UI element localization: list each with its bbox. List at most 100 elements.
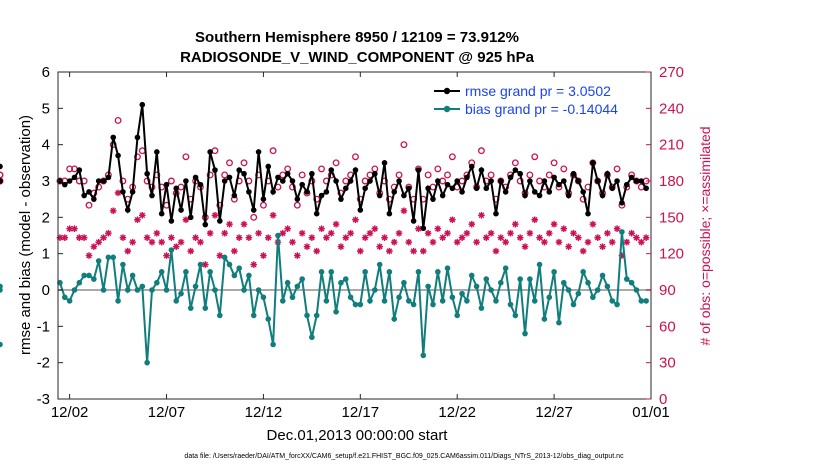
bias-point bbox=[493, 298, 499, 304]
rmse-point bbox=[570, 170, 577, 177]
y2-tick-label: 210 bbox=[659, 137, 684, 154]
obs-assimilated-marker bbox=[255, 229, 262, 237]
obs-assimilated-marker bbox=[439, 234, 446, 241]
x-tick-label: 12/02 bbox=[51, 404, 89, 421]
obs-assimilated-marker bbox=[289, 238, 296, 246]
obs-assimilated-marker bbox=[541, 238, 548, 246]
obs-possible-marker bbox=[400, 141, 408, 149]
rmse-point bbox=[178, 207, 184, 213]
bias-point bbox=[255, 287, 262, 293]
rmse-point bbox=[464, 174, 470, 181]
rmse-point bbox=[86, 189, 92, 195]
obs-possible-marker bbox=[66, 165, 74, 173]
bias-point bbox=[284, 279, 291, 286]
obs-assimilated-marker bbox=[386, 247, 393, 255]
bias-point bbox=[154, 279, 160, 286]
obs-assimilated-marker bbox=[478, 211, 485, 219]
y2-tick-label: 120 bbox=[659, 246, 684, 263]
bias-point bbox=[546, 294, 553, 301]
bias-point bbox=[202, 305, 209, 311]
obs-possible-marker bbox=[221, 171, 229, 179]
obs-assimilated-marker bbox=[206, 229, 214, 237]
obs-assimilated-marker bbox=[138, 211, 146, 219]
obs-assimilated-marker bbox=[172, 243, 180, 250]
obs-assimilated-marker bbox=[327, 229, 335, 237]
bias-point bbox=[609, 298, 616, 304]
obs-assimilated-marker bbox=[502, 238, 509, 246]
obs-possible-marker bbox=[444, 171, 451, 179]
rmse-point bbox=[313, 210, 320, 217]
bias-point bbox=[309, 334, 315, 341]
bias-point bbox=[328, 269, 335, 275]
obs-assimilated-marker bbox=[168, 234, 175, 241]
y-axis-right-label: # of obs: o=possible; ×=assimilated bbox=[697, 126, 713, 345]
rmse-point bbox=[381, 160, 388, 166]
bias-point bbox=[289, 294, 296, 301]
bias-point bbox=[619, 229, 625, 235]
obs-assimilated-marker bbox=[90, 243, 98, 250]
bias-point bbox=[318, 269, 325, 275]
obs-assimilated-marker bbox=[550, 220, 558, 228]
obs-assimilated-marker bbox=[604, 229, 611, 237]
rmse-point bbox=[95, 178, 102, 184]
rmse-point bbox=[260, 196, 267, 202]
rmse-point bbox=[604, 170, 611, 177]
bias-point bbox=[444, 265, 451, 272]
bias-point bbox=[279, 298, 286, 304]
obs-possible-marker bbox=[424, 171, 432, 179]
obs-assimilated-marker bbox=[618, 252, 626, 259]
obs-assimilated-marker bbox=[337, 243, 345, 250]
bias-point bbox=[401, 279, 407, 286]
obs-assimilated-marker bbox=[453, 238, 461, 246]
obs-assimilated-marker bbox=[105, 229, 112, 237]
obs-possible-marker bbox=[0, 171, 4, 179]
obs-possible-marker bbox=[395, 171, 403, 179]
bias-point bbox=[246, 272, 252, 279]
bias-point bbox=[342, 276, 349, 282]
rmse-point bbox=[580, 189, 586, 195]
bias-point bbox=[357, 301, 364, 308]
obs-possible-marker bbox=[526, 171, 534, 179]
rmse-point bbox=[435, 178, 441, 184]
obs-possible-marker bbox=[511, 159, 519, 167]
obs-possible-marker bbox=[182, 153, 190, 161]
bias-point bbox=[231, 272, 238, 279]
bias-point bbox=[129, 272, 136, 279]
obs-assimilated-marker bbox=[473, 238, 480, 246]
rmse-point bbox=[124, 207, 131, 213]
rmse-point bbox=[560, 178, 567, 184]
y-tick-label: -2 bbox=[37, 355, 50, 372]
rmse-point bbox=[425, 185, 431, 192]
x-tick-label: 12/22 bbox=[438, 404, 476, 421]
obs-possible-marker bbox=[114, 116, 122, 124]
obs-assimilated-marker bbox=[589, 220, 597, 228]
obs-assimilated-marker bbox=[512, 220, 519, 228]
bias-point bbox=[531, 298, 538, 304]
bias-point bbox=[590, 294, 596, 301]
bias-point bbox=[638, 298, 645, 304]
rmse-point bbox=[493, 210, 499, 217]
obs-assimilated-marker bbox=[482, 234, 490, 241]
obs-assimilated-marker bbox=[269, 211, 277, 219]
bias-point bbox=[275, 232, 281, 239]
bias-point bbox=[61, 294, 68, 301]
rmse-point bbox=[110, 134, 117, 141]
obs-assimilated-marker bbox=[342, 234, 350, 241]
rmse-point bbox=[318, 192, 325, 199]
bias-point bbox=[173, 298, 180, 304]
rmse-point bbox=[328, 167, 335, 173]
obs-assimilated-marker bbox=[516, 234, 524, 241]
obs-assimilated-marker bbox=[187, 247, 195, 255]
obs-possible-marker bbox=[477, 147, 485, 155]
obs-assimilated-marker bbox=[507, 229, 514, 237]
rmse-point bbox=[158, 210, 165, 217]
rmse-point bbox=[66, 178, 73, 184]
x-axis-label: Dec.01,2013 00:00:00 start bbox=[267, 427, 449, 444]
rmse-point bbox=[241, 170, 247, 177]
rmse-point bbox=[386, 210, 393, 217]
bias-point bbox=[313, 312, 320, 319]
obs-assimilated-marker bbox=[66, 225, 73, 233]
bias-point bbox=[183, 269, 189, 275]
rmse-point bbox=[352, 167, 359, 173]
